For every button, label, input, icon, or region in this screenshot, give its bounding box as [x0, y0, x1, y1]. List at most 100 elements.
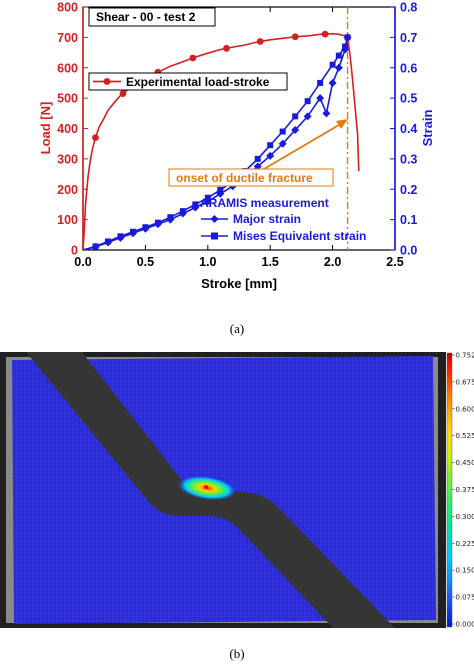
y-right-tick-label: 0.6: [400, 61, 417, 75]
panel-b-caption: (b): [229, 646, 244, 661]
panel-a-caption: (a): [230, 321, 244, 336]
major-strain-point: [291, 126, 300, 135]
y-right-tick-label: 0.7: [400, 31, 417, 45]
colorbar-tick-label: 0.45000: [456, 459, 474, 467]
y-left-tick-label: 600: [57, 61, 78, 75]
mises-strain-point: [129, 228, 136, 235]
load-point: [189, 54, 197, 62]
mises-strain-point: [317, 79, 324, 86]
mises-strain-point: [292, 113, 299, 120]
load-point: [119, 90, 127, 98]
mises-strain-legend-marker: [211, 232, 218, 240]
major-strain-point: [328, 78, 337, 87]
load-point: [223, 44, 230, 52]
colorbar-tick-label: 0.30000: [456, 513, 474, 521]
load-point: [256, 38, 264, 45]
x-axis-label: Stroke [mm]: [201, 276, 277, 291]
major-strain-point: [303, 112, 312, 121]
y-left-tick-label: 400: [57, 122, 78, 136]
fracture-annotation-box: [168, 168, 334, 187]
shear-notch-slot: [26, 352, 395, 628]
mises-strain-point: [179, 208, 186, 215]
colorbar-tick-label: 0.52500: [456, 432, 474, 440]
mises-strain-point: [142, 224, 149, 231]
mises-strain-point: [217, 186, 224, 193]
mises-strain-point: [279, 128, 286, 135]
y-right-axis-label: Strain: [420, 110, 435, 147]
mises-strain-point: [329, 61, 336, 68]
y-left-tick-label: 0: [71, 244, 78, 258]
load-point: [321, 30, 329, 38]
mises-strain-point: [267, 142, 274, 149]
load-legend-marker: [103, 78, 111, 85]
colorbar: [446, 352, 453, 628]
fracture-annotation-arrowhead: [336, 119, 348, 129]
colorbar-tick-label: 0.67500: [456, 378, 474, 386]
y-right-tick-label: 0.8: [400, 1, 417, 15]
colorbar-tick-label: 0.60000: [456, 405, 474, 413]
fracture-annotation-label: onset of ductile fracture: [176, 171, 313, 185]
mises-strain-point: [254, 155, 261, 162]
y-left-tick-label: 800: [57, 1, 78, 15]
mises-strain-point: [342, 43, 349, 50]
y-right-tick-label: 0.4: [400, 122, 417, 136]
major-strain-legend-marker: [210, 215, 219, 223]
colorbar-ticks: 0.75298 0.67500 0.60000 0.52500 0.45000 0.375…: [452, 352, 474, 629]
y-right-tick-label: 0.5: [400, 92, 417, 106]
y-left-axis-label: Load [N]: [38, 102, 53, 155]
mises-strain-point: [92, 243, 99, 250]
major-strain-point: [316, 94, 325, 103]
strain-peak-point: [204, 485, 208, 489]
mises-strain-point: [204, 194, 211, 201]
x-tick-label: 0.0: [74, 255, 91, 269]
y-right-axis-ticks: 0.0 0.1 0.2 0.3 0.4 0.5 0.6 0.7 0.8: [390, 1, 417, 258]
colorbar-tick-label: 0.00010: [456, 621, 474, 629]
load-strain-chart: 0.0 0.5 1.0 1.5 2.0 2.5 0 100 200 300 400 500 600 70…: [38, 1, 435, 292]
mises-strain-point: [104, 238, 111, 245]
major-strain-legend-label: Major strain: [233, 212, 301, 226]
x-tick-label: 1.5: [262, 255, 279, 269]
y-left-tick-label: 100: [57, 213, 78, 227]
aramis-strain-field: 0.75298 0.67500 0.60000 0.52500 0.45000 0.375…: [0, 352, 474, 629]
load-legend-box: [88, 72, 288, 91]
x-tick-label: 2.5: [386, 255, 403, 269]
colorbar-tick-label: 0.37500: [456, 486, 474, 494]
y-left-tick-label: 200: [57, 183, 78, 197]
chart-title: Shear - 00 - test 2: [96, 10, 196, 24]
y-right-tick-label: 0.1: [400, 213, 417, 227]
chart-title-box: [88, 7, 216, 27]
strain-legend-title: ARAMIS measurement: [200, 196, 329, 210]
major-strain-point: [334, 63, 343, 72]
load-point: [92, 134, 99, 142]
x-tick-label: 0.5: [137, 255, 154, 269]
y-left-tick-label: 300: [57, 152, 78, 166]
y-left-tick-label: 500: [57, 92, 78, 106]
colorbar-tick-label: 0.15000: [456, 567, 474, 575]
fracture-annotation-arrow: [263, 121, 345, 170]
mises-strain-point: [117, 233, 124, 240]
mises-strain-point: [344, 34, 351, 41]
mises-strain-point: [154, 219, 161, 226]
mises-strain-legend-label: Mises Equivalent strain: [233, 229, 366, 243]
major-strain-point: [266, 151, 275, 160]
mises-strain-point: [192, 201, 199, 208]
mises-strain-point: [167, 214, 174, 221]
y-right-tick-label: 0.3: [400, 152, 417, 166]
major-strain-point: [253, 162, 262, 171]
load-legend-label: Experimental load-stroke: [126, 75, 270, 89]
y-left-tick-label: 700: [57, 31, 78, 45]
colorbar-tick-label: 0.22500: [456, 540, 474, 548]
x-tick-label: 1.0: [199, 255, 216, 269]
major-strain-point: [278, 139, 287, 148]
x-tick-label: 2.0: [324, 255, 341, 269]
y-left-axis-ticks: 0 100 200 300 400 500 600 700 800: [57, 1, 88, 258]
mises-strain-point: [304, 98, 311, 105]
mises-strain-point: [335, 52, 342, 59]
colorbar-tick-label: 0.07500: [456, 594, 474, 602]
y-right-tick-label: 0.0: [400, 244, 417, 258]
major-strain-point: [322, 109, 331, 118]
colorbar-tick-label: 0.75298: [456, 352, 474, 360]
y-right-tick-label: 0.2: [400, 183, 417, 197]
load-point: [291, 33, 299, 41]
